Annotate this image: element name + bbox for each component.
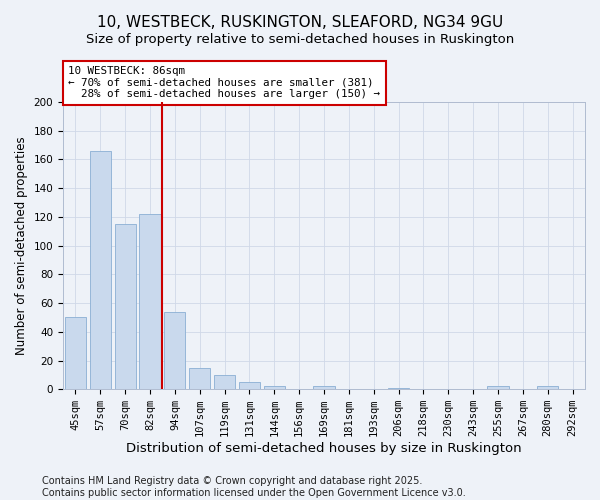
Bar bbox=[264, 386, 285, 389]
Bar bbox=[139, 214, 161, 389]
Bar bbox=[65, 318, 86, 389]
Bar bbox=[189, 368, 210, 389]
Bar bbox=[214, 375, 235, 389]
Bar bbox=[115, 224, 136, 389]
Text: Contains HM Land Registry data © Crown copyright and database right 2025.
Contai: Contains HM Land Registry data © Crown c… bbox=[42, 476, 466, 498]
Bar bbox=[537, 386, 558, 389]
Text: Size of property relative to semi-detached houses in Ruskington: Size of property relative to semi-detach… bbox=[86, 32, 514, 46]
Text: 10, WESTBECK, RUSKINGTON, SLEAFORD, NG34 9GU: 10, WESTBECK, RUSKINGTON, SLEAFORD, NG34… bbox=[97, 15, 503, 30]
Bar bbox=[313, 386, 335, 389]
Y-axis label: Number of semi-detached properties: Number of semi-detached properties bbox=[15, 136, 28, 355]
Bar bbox=[239, 382, 260, 389]
Bar bbox=[90, 151, 111, 389]
Text: 10 WESTBECK: 86sqm
← 70% of semi-detached houses are smaller (381)
  28% of semi: 10 WESTBECK: 86sqm ← 70% of semi-detache… bbox=[68, 66, 380, 99]
X-axis label: Distribution of semi-detached houses by size in Ruskington: Distribution of semi-detached houses by … bbox=[126, 442, 522, 455]
Bar bbox=[388, 388, 409, 389]
Bar bbox=[487, 386, 509, 389]
Bar bbox=[164, 312, 185, 389]
